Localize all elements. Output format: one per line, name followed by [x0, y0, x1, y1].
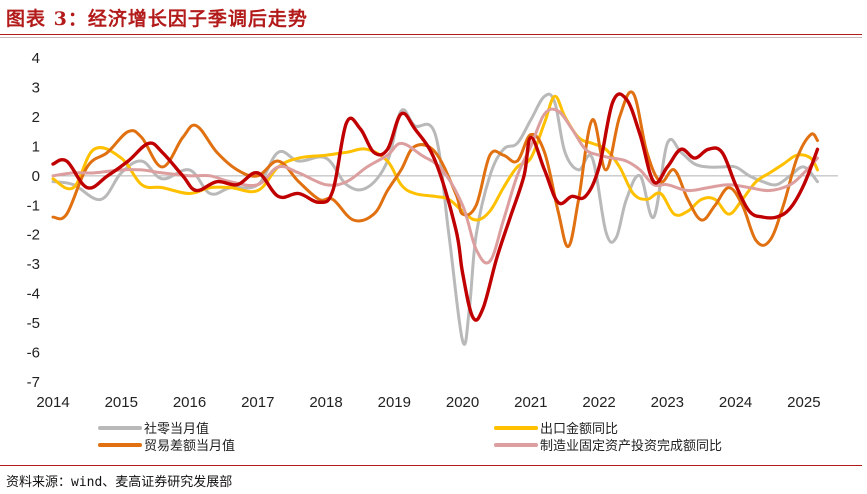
x-axis: 2014 2015 2016 2017 2018 2019 2020 2021 2022 2023…: [36, 394, 820, 411]
x-tick-label: 2024: [719, 394, 752, 411]
series-line-2: [51, 94, 819, 222]
title-rule-secondary: [0, 37, 862, 38]
x-tick-label: 2023: [651, 394, 684, 411]
source-rule: [0, 465, 862, 466]
series-line-3: [51, 90, 819, 249]
series-line-5: [51, 92, 820, 322]
legend-label: 出口金额同比: [540, 421, 618, 437]
x-tick-label: 2015: [105, 394, 138, 411]
legend-label: 社零当月值: [144, 421, 209, 437]
y-tick-label: 1: [32, 138, 40, 155]
series-line-4: [51, 107, 819, 265]
title-rule: [0, 34, 862, 35]
x-tick-label: 2021: [514, 394, 547, 411]
y-tick-label: -4: [27, 286, 40, 303]
y-tick-label: 3: [32, 79, 40, 96]
series-group: [51, 90, 820, 346]
x-tick-label: 2025: [787, 394, 820, 411]
y-tick-label: -3: [27, 256, 40, 273]
y-tick-label: -5: [27, 315, 40, 332]
y-tick-label: 4: [32, 50, 40, 67]
source-note: 资料来源：wind、麦高证券研究发展部: [6, 475, 233, 490]
x-tick-label: 2017: [241, 394, 274, 411]
y-tick-label: -2: [27, 227, 40, 244]
y-tick-label: 2: [32, 109, 40, 126]
x-tick-label: 2016: [173, 394, 206, 411]
legend-label: 制造业固定资产投资完成额同比: [540, 438, 722, 454]
legend-label: 贸易差额当月值: [144, 438, 235, 454]
y-tick-label: 0: [32, 168, 40, 185]
y-tick-label: -7: [27, 374, 40, 391]
x-tick-label: 2022: [582, 394, 615, 411]
line-chart: 4 3 2 1 0 -1 -2 -3 -4 -5 -6 -7 2014 2015 2016 2017 2018…: [27, 50, 838, 454]
x-tick-label: 2019: [378, 394, 411, 411]
x-tick-label: 2014: [36, 394, 69, 411]
page-title: 图表 3：经济增长因子季调后走势: [6, 8, 308, 30]
y-tick-label: -1: [27, 197, 40, 214]
x-tick-label: 2020: [446, 394, 479, 411]
y-axis: 4 3 2 1 0 -1 -2 -3 -4 -5 -6 -7: [27, 50, 40, 391]
y-tick-label: -6: [27, 345, 40, 362]
x-tick-label: 2018: [309, 394, 342, 411]
